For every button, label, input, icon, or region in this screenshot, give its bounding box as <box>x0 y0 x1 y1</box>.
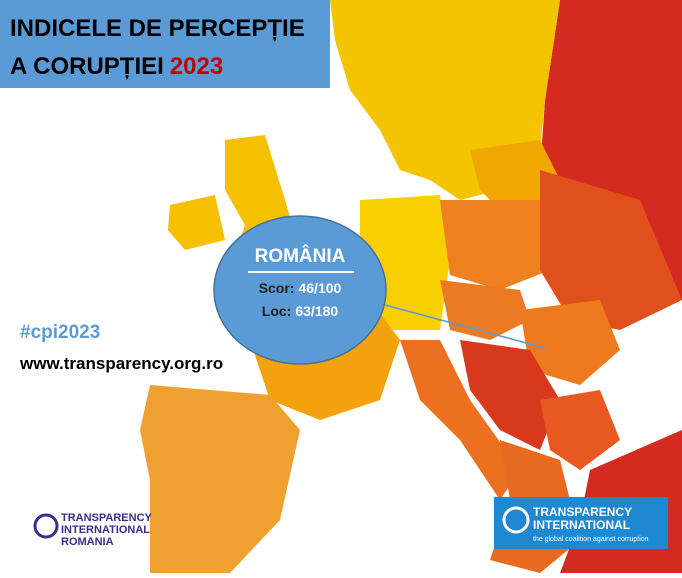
rank-label: Loc: <box>262 303 292 319</box>
region-bulgaria <box>540 390 620 470</box>
callout-pointer <box>384 304 546 349</box>
region-iberia <box>140 385 300 573</box>
region-baltics <box>470 140 560 210</box>
logo-left-line3: ROMANIA <box>61 536 114 548</box>
logo-right-box <box>494 497 668 549</box>
title-line2: A CORUPȚIEI 2023 <box>10 53 223 80</box>
logo-right: TRANSPARENCY INTERNATIONAL the global co… <box>494 497 668 549</box>
callout-country: ROMÂNIA <box>255 245 346 267</box>
title-year: 2023 <box>170 53 223 80</box>
logo-right-line2: INTERNATIONAL <box>533 518 630 532</box>
callout-score: Scor: 46/100 <box>259 280 342 296</box>
title-box <box>0 0 330 88</box>
logo-left-line2: INTERNATIONAL <box>61 524 150 536</box>
region-romania <box>520 300 620 385</box>
callout-ellipse <box>213 215 387 365</box>
logo-icon <box>33 513 59 539</box>
region-ireland <box>168 195 225 250</box>
logo-icon <box>502 506 530 534</box>
callout-rank: Loc: 63/180 <box>262 303 339 319</box>
hashtag: #cpi2023 <box>20 322 100 343</box>
region-ukraine <box>540 170 682 330</box>
logo-right-tagline: the global coalition against corruption <box>533 536 649 543</box>
title-text: A CORUPȚIEI <box>10 53 164 80</box>
logo-right-line1: TRANSPARENCY <box>533 505 632 519</box>
website: www.transparency.org.ro <box>19 354 223 373</box>
region-poland <box>440 200 550 290</box>
logo-left-line1: TRANSPARENCY <box>61 512 153 524</box>
title-line1: INDICELE DE PERCEPȚIE <box>10 15 305 42</box>
score-value: 46/100 <box>298 280 341 296</box>
logo-left: TRANSPARENCY INTERNATIONAL ROMANIA <box>33 512 153 548</box>
region-italy <box>400 340 520 500</box>
region-central <box>440 280 530 340</box>
score-label: Scor: <box>259 280 295 296</box>
region-balkans <box>460 340 560 450</box>
rank-value: 63/180 <box>295 303 338 319</box>
